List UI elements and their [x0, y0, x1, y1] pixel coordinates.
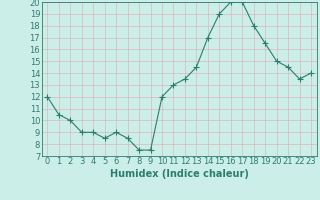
X-axis label: Humidex (Indice chaleur): Humidex (Indice chaleur) — [110, 169, 249, 179]
